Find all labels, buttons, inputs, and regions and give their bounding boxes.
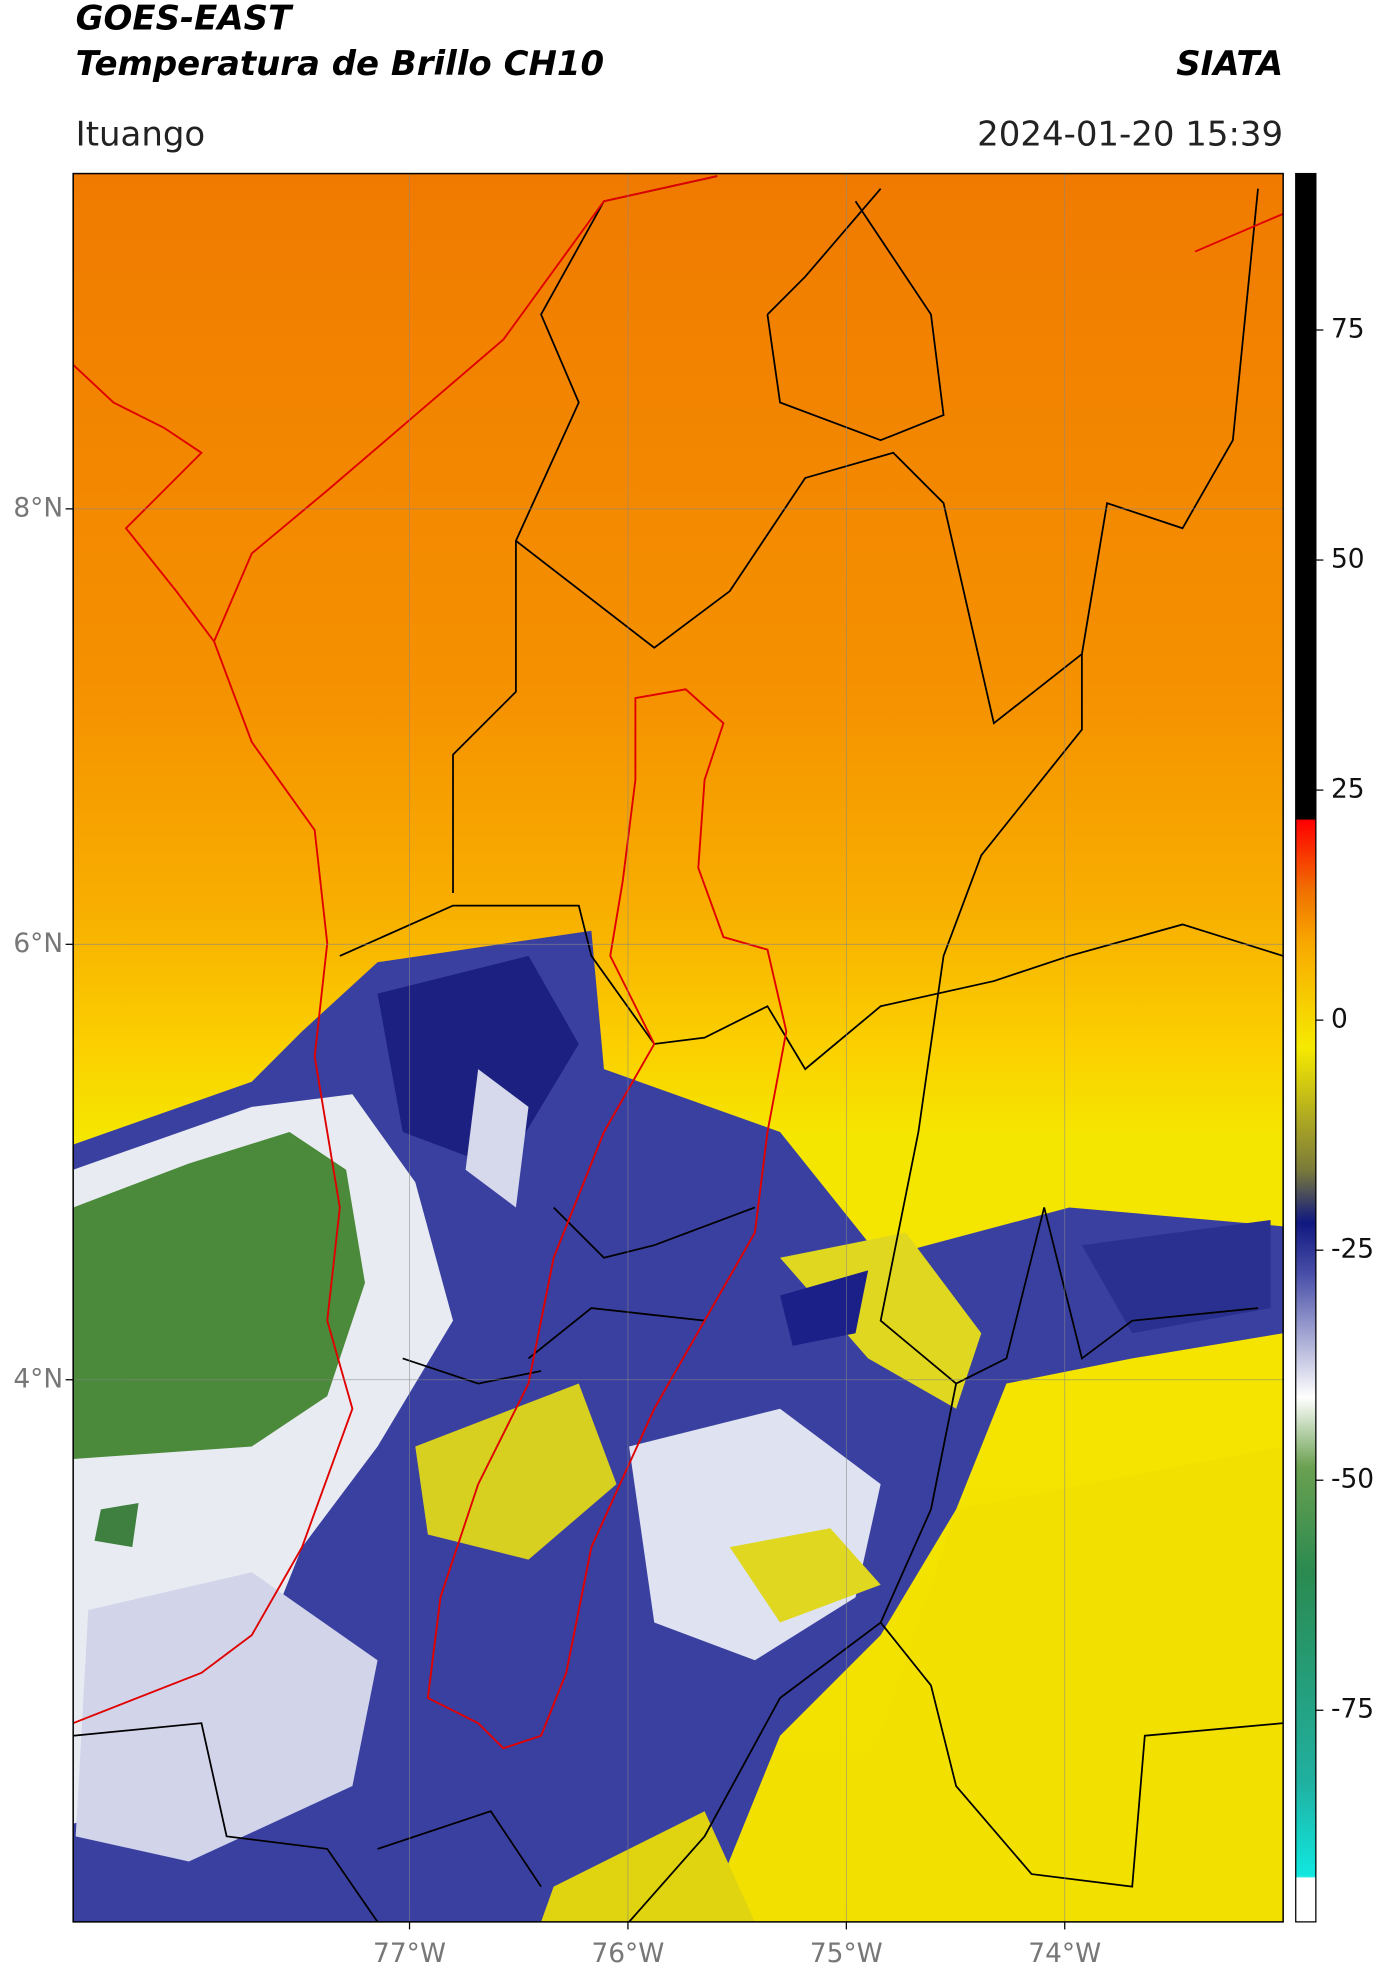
y-tick-label: 6°N <box>13 928 63 959</box>
x-tick-label: 77°W <box>373 1938 446 1969</box>
map-image <box>73 173 1284 1922</box>
datetime: 2024-01-20 15:39 <box>977 114 1283 154</box>
location: Ituango <box>76 114 206 154</box>
colorbar-tick-label: -25 <box>1331 1234 1374 1265</box>
org: SIATA <box>1176 44 1283 84</box>
subtitle: Temperatura de Brillo CH10 <box>76 44 604 84</box>
x-tick-label: 75°W <box>810 1938 883 1969</box>
colorbar <box>1295 172 1317 1923</box>
x-tick-label: 76°W <box>591 1938 664 1969</box>
title: GOES-EAST <box>76 0 294 39</box>
y-tick-label: 4°N <box>13 1363 63 1394</box>
y-tick-label: 8°N <box>13 492 63 523</box>
map-frame <box>72 172 1284 1923</box>
x-tick-label: 74°W <box>1028 1938 1101 1969</box>
colorbar-tick-label: -50 <box>1331 1464 1374 1495</box>
graticule <box>73 173 1284 1922</box>
colorbar-tick-label: -75 <box>1331 1694 1374 1725</box>
colorbar-tick-label: 50 <box>1331 544 1365 575</box>
colorbar-tick-label: 0 <box>1331 1004 1348 1035</box>
colorbar-tick-label: 75 <box>1331 314 1365 345</box>
colorbar-tick-label: 25 <box>1331 774 1365 805</box>
